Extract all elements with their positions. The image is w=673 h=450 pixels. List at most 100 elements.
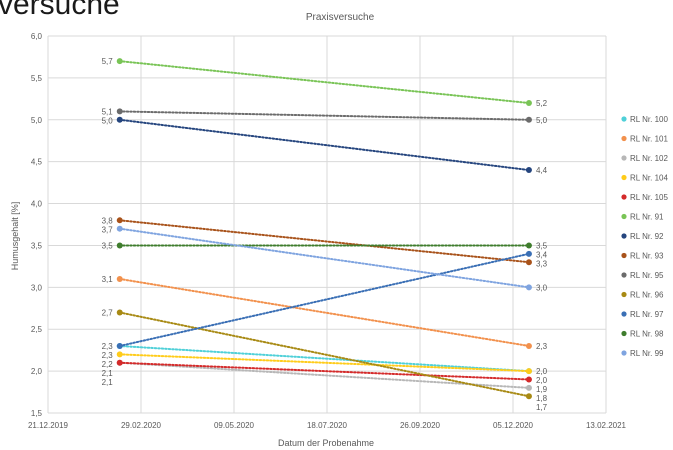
legend-label: RL Nr. 93 [630, 252, 664, 261]
legend-label: RL Nr. 97 [630, 310, 664, 319]
data-point [116, 217, 123, 224]
x-tick-label: 13.02.2021 [586, 421, 627, 430]
legend-label: RL Nr. 104 [630, 174, 668, 183]
data-point [525, 384, 532, 391]
legend-marker [621, 252, 627, 259]
series-line [118, 252, 530, 347]
legend-marker [621, 233, 627, 239]
series-line [118, 277, 530, 347]
data-point [525, 100, 532, 107]
y-axis-ticks: 1,5 2,0 2,5 3,0 3,5 4,0 4,5 5,0 5,5 6,0 [31, 32, 43, 418]
x-tick-label: 29.02.2020 [121, 421, 162, 430]
data-point [525, 393, 532, 400]
legend-marker [621, 272, 627, 278]
data-point [525, 259, 532, 266]
series-layer [116, 58, 532, 400]
legend: RL Nr. 100 RL Nr. 101 RL Nr. 102 RL Nr. 104… [621, 115, 668, 358]
y-tick-label: 2,5 [31, 325, 43, 334]
data-point [116, 309, 123, 316]
data-point [116, 351, 123, 358]
series-line [118, 227, 530, 289]
legend-marker [621, 116, 627, 122]
y-tick-label: 5,0 [31, 116, 43, 125]
data-label: 2,0 [536, 367, 548, 376]
legend-marker [621, 194, 627, 200]
data-point [525, 242, 532, 249]
y-tick-label: 3,0 [31, 283, 43, 292]
data-point [525, 368, 532, 375]
y-tick-label: 4,0 [31, 200, 43, 209]
x-tick-label: 18.07.2020 [307, 421, 348, 430]
legend-label: RL Nr. 98 [630, 330, 664, 339]
data-label: 4,4 [536, 166, 548, 175]
data-label: 3,0 [536, 283, 548, 292]
x-tick-label: 09.05.2020 [214, 421, 255, 430]
legend-marker [621, 213, 627, 220]
data-point [525, 284, 532, 291]
data-point [116, 359, 123, 366]
data-point [525, 250, 532, 257]
data-label: 5,2 [536, 99, 548, 108]
data-label-layer: 5,75,15,03,83,73,53,12,72,32,32,22,12,15… [102, 57, 548, 412]
series-line [118, 110, 530, 121]
series-line [118, 361, 530, 381]
x-axis-ticks: 21.12.2019 29.02.2020 09.05.2020 18.07.2020… [28, 421, 627, 430]
data-point [525, 167, 532, 174]
legend-label: RL Nr. 100 [630, 115, 668, 124]
data-label: 2,2 [102, 360, 114, 369]
legend-marker [621, 135, 627, 142]
data-label: 1,8 [536, 394, 548, 403]
data-label: 2,3 [102, 351, 114, 360]
data-label: 1,7 [536, 403, 548, 412]
data-point [525, 376, 532, 383]
data-point [116, 242, 123, 249]
y-tick-label: 2,0 [31, 367, 43, 376]
data-label: 5,7 [102, 57, 114, 66]
series-line [118, 361, 530, 389]
data-label: 3,3 [536, 259, 548, 268]
data-point [116, 108, 123, 115]
legend-marker [621, 155, 627, 161]
data-label: 2,3 [536, 342, 548, 351]
legend-marker [621, 174, 627, 181]
series-line [118, 219, 530, 264]
data-point [525, 342, 532, 349]
grid [47, 35, 607, 414]
x-tick-label: 05.12.2020 [493, 421, 534, 430]
data-label: 3,1 [102, 275, 114, 284]
page-heading: versuche [0, 0, 120, 21]
x-tick-label: 26.09.2020 [400, 421, 441, 430]
data-label: 3,5 [102, 241, 114, 250]
series-line [118, 353, 530, 373]
legend-marker [621, 350, 627, 356]
legend-label: RL Nr. 95 [630, 271, 664, 280]
legend-label: RL Nr. 102 [630, 154, 668, 163]
data-point [525, 116, 532, 123]
data-label: 3,8 [102, 216, 114, 225]
series-line [118, 344, 530, 373]
data-point [116, 225, 123, 232]
x-axis-label: Datum der Probenahme [278, 438, 374, 448]
y-tick-label: 6,0 [31, 32, 43, 41]
data-label: 5,1 [102, 107, 114, 116]
x-tick-label: 21.12.2019 [28, 421, 69, 430]
data-label: 3,4 [536, 250, 548, 259]
y-tick-label: 4,5 [31, 158, 43, 167]
data-point [116, 342, 123, 349]
data-point [116, 275, 123, 282]
data-label: 5,0 [102, 116, 114, 125]
series-line [118, 311, 530, 398]
data-label: 3,7 [102, 225, 114, 234]
series-line [118, 60, 530, 105]
y-axis-label: Humusgehalt [%] [10, 202, 20, 271]
legend-label: RL Nr. 91 [630, 213, 664, 222]
legend-label: RL Nr. 96 [630, 291, 664, 300]
chart-title: Praxisversuche [306, 12, 375, 23]
legend-marker [621, 291, 627, 298]
y-tick-label: 1,5 [31, 409, 43, 418]
data-label: 2,3 [102, 342, 114, 351]
legend-marker [621, 330, 627, 337]
data-label: 2,1 [102, 369, 114, 378]
data-point [116, 116, 123, 123]
